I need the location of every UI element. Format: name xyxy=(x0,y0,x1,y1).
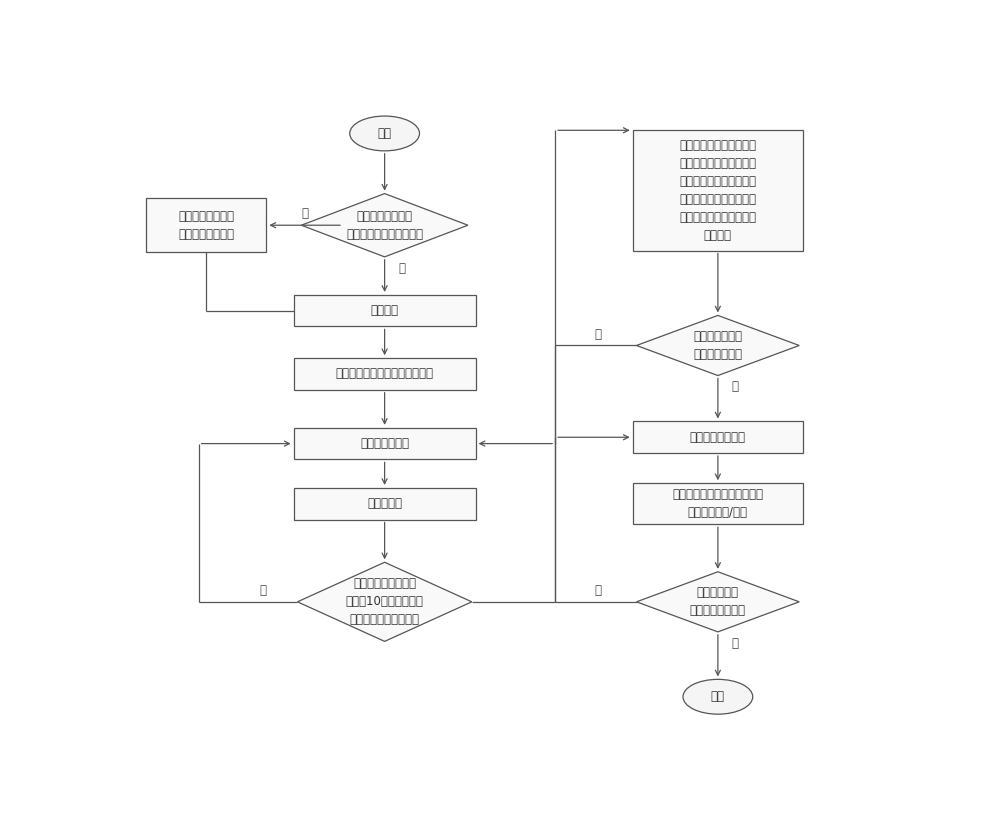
Text: 结束: 结束 xyxy=(711,690,725,704)
FancyBboxPatch shape xyxy=(294,358,476,390)
Text: 是: 是 xyxy=(399,261,406,275)
Polygon shape xyxy=(637,316,799,376)
Polygon shape xyxy=(637,572,799,632)
Text: 否: 否 xyxy=(594,584,601,597)
Text: 图形库、颜色库、
风格设置界面是否都具备: 图形库、颜色库、 风格设置界面是否都具备 xyxy=(346,210,423,241)
Text: 是: 是 xyxy=(732,381,739,394)
Text: 获取点坐标: 获取点坐标 xyxy=(367,497,402,510)
Text: 开始: 开始 xyxy=(378,127,392,140)
Polygon shape xyxy=(297,562,472,641)
FancyBboxPatch shape xyxy=(294,488,476,520)
Text: 否: 否 xyxy=(301,207,308,220)
FancyBboxPatch shape xyxy=(633,483,803,524)
Text: 判断是否为需要
修改风格的图层: 判断是否为需要 修改风格的图层 xyxy=(693,330,742,361)
FancyBboxPatch shape xyxy=(294,295,476,326)
FancyBboxPatch shape xyxy=(294,427,476,459)
Polygon shape xyxy=(301,193,468,256)
Text: 显示风格设置界面: 显示风格设置界面 xyxy=(690,431,746,444)
FancyBboxPatch shape xyxy=(633,422,803,453)
Text: 单击地图上一点: 单击地图上一点 xyxy=(360,437,409,450)
Text: 设置要素风格，包括形状、颜
色、显示大小/宽度: 设置要素风格，包括形状、颜 色、显示大小/宽度 xyxy=(672,488,763,520)
Text: 否: 否 xyxy=(594,328,601,340)
Text: 加载地图: 加载地图 xyxy=(371,304,399,317)
Ellipse shape xyxy=(683,679,753,714)
Text: 判断是否选择
确认该风格的设置: 判断是否选择 确认该风格的设置 xyxy=(690,586,746,617)
Text: 是: 是 xyxy=(732,637,739,649)
FancyBboxPatch shape xyxy=(146,198,266,252)
Text: 准备图形库、颜色
库和风格设置界面: 准备图形库、颜色 库和风格设置界面 xyxy=(178,210,234,241)
Ellipse shape xyxy=(350,116,420,151)
Text: 按设置好的优先级，从优
先级最高的对象中选出距
离此点最近的对象，当距
此点距离最近对象有多个
时，任选一个，选中对象
所在图层: 按设置好的优先级，从优 先级最高的对象中选出距 离此点最近的对象，当距 此点距离… xyxy=(679,139,756,242)
Text: 地图图层中以此点为
中心、10像素为半径的
圆形区域内是否有对象: 地图图层中以此点为 中心、10像素为半径的 圆形区域内是否有对象 xyxy=(346,577,424,626)
Text: 根据要素类型设置被选择优先级: 根据要素类型设置被选择优先级 xyxy=(336,367,434,381)
Text: 否: 否 xyxy=(259,584,266,597)
FancyBboxPatch shape xyxy=(633,131,803,251)
